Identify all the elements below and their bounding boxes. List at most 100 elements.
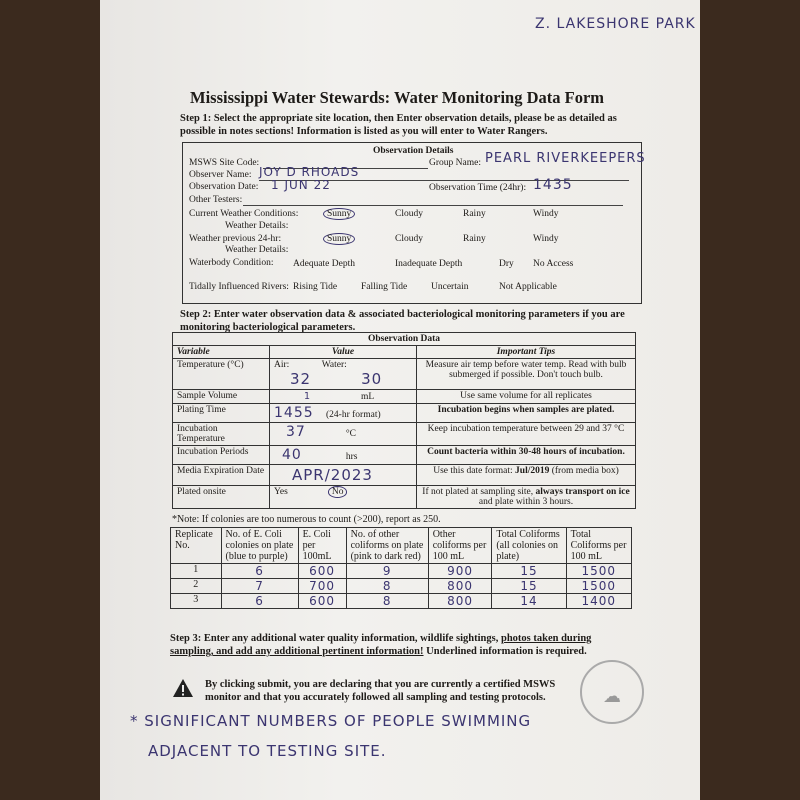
current-cloudy[interactable]: Cloudy bbox=[395, 209, 423, 219]
group-field[interactable]: PEARL RIVERKEEPERS bbox=[485, 151, 646, 166]
prev-cloudy[interactable]: Cloudy bbox=[395, 234, 423, 244]
data-cell[interactable]: 14 bbox=[491, 593, 567, 609]
data-cell[interactable]: 600 bbox=[297, 593, 347, 609]
date-label: Observation Date: bbox=[189, 182, 259, 192]
table-row: Temperature (°C) Air: Water: 32 30 Measure… bbox=[172, 358, 636, 390]
replicate-number: 3 bbox=[170, 593, 222, 609]
weather-details-label: Weather Details: bbox=[225, 221, 289, 231]
data-cell[interactable]: 8 bbox=[345, 593, 429, 609]
column-header: Replicate No. bbox=[170, 527, 222, 564]
tip: Use this date format: Jul/2019 (from med… bbox=[416, 464, 636, 486]
handwritten-note-line2: ADJACENT TO TESTING SITE. bbox=[148, 742, 387, 760]
data-cell[interactable]: 15 bbox=[491, 563, 567, 579]
form-page: Z. LAKESHORE PARK Mississippi Water Stew… bbox=[100, 0, 700, 800]
current-windy[interactable]: Windy bbox=[533, 209, 559, 219]
tidal-option[interactable]: Not Applicable bbox=[499, 282, 557, 292]
table-row: Incubation Periods 40 hrs Count bacteria wi… bbox=[172, 445, 636, 465]
data-cell[interactable]: 15 bbox=[491, 578, 567, 594]
current-rainy[interactable]: Rainy bbox=[463, 209, 486, 219]
column-header: No. of E. Coli colonies on plate (blue t… bbox=[220, 527, 299, 564]
time-label: Observation Time (24hr): bbox=[429, 183, 527, 193]
tip: If not plated at sampling site, always t… bbox=[416, 485, 636, 509]
table-row: Plated onsite Yes No If not plated at sampl… bbox=[172, 485, 636, 509]
handwritten-note-line1: * SIGNIFICANT NUMBERS OF PEOPLE SWIMMING bbox=[130, 712, 532, 730]
table-row: 2 7 700 8 800 15 1500 bbox=[170, 578, 633, 594]
value-cell[interactable]: APR/2023 bbox=[269, 464, 417, 486]
value-cell[interactable]: Air: Water: 32 30 bbox=[269, 358, 417, 390]
warning-text: By clicking submit, you are declaring th… bbox=[205, 679, 556, 703]
time-field[interactable]: 1435 bbox=[533, 177, 573, 193]
variable-label: Incubation Periods bbox=[172, 445, 270, 465]
weather-details-label: Weather Details: bbox=[225, 245, 289, 255]
tidal-option[interactable]: Rising Tide bbox=[293, 282, 338, 292]
observation-data-table: Observation Data Variable Value Important … bbox=[172, 332, 636, 509]
observer-field[interactable]: JOY D RHOADS bbox=[259, 165, 360, 179]
data-cell[interactable]: 8 bbox=[345, 578, 429, 594]
variable-label: Incubation Temperature bbox=[172, 422, 270, 446]
tip: Count bacteria within 30-48 hours of inc… bbox=[416, 445, 636, 465]
column-header: Total Coliforms (all colonies on plate) bbox=[491, 527, 567, 564]
section-heading: Observation Details bbox=[373, 146, 454, 156]
table-row: 1 6 600 9 900 15 1500 bbox=[170, 563, 633, 579]
step1-text: Step 1: Select the appropriate site loca… bbox=[180, 113, 617, 137]
other-testers-field[interactable] bbox=[243, 205, 623, 206]
tip: Keep incubation temperature between 29 a… bbox=[416, 422, 636, 446]
data-cell[interactable]: 1400 bbox=[565, 593, 633, 609]
waterbody-option[interactable]: Adequate Depth bbox=[293, 259, 355, 269]
tidal-label: Tidally Influenced Rivers: bbox=[189, 282, 289, 292]
tidal-option[interactable]: Uncertain bbox=[431, 282, 469, 292]
value-cell[interactable]: 1455 (24-hr format) bbox=[269, 403, 417, 423]
form-title: Mississippi Water Stewards: Water Monito… bbox=[190, 88, 605, 107]
stewards-seal-logo: ☁ bbox=[580, 660, 644, 724]
data-cell[interactable]: 800 bbox=[427, 593, 493, 609]
waterbody-option[interactable]: No Access bbox=[533, 259, 574, 269]
data-cell[interactable]: 6 bbox=[220, 563, 299, 579]
tip: Measure air temp before water temp. Read… bbox=[416, 358, 636, 390]
column-header: No. of other coliforms on plate (pink to… bbox=[345, 527, 429, 564]
data-cell[interactable]: 9 bbox=[345, 563, 429, 579]
date-field[interactable]: 1 JUN 22 bbox=[271, 178, 331, 192]
other-testers-label: Other Testers: bbox=[189, 195, 243, 205]
replicate-number: 2 bbox=[170, 578, 222, 594]
step3-text: Step 3: Enter any additional water quali… bbox=[170, 633, 592, 657]
prev-rainy[interactable]: Rainy bbox=[463, 234, 486, 244]
variable-label: Plating Time bbox=[172, 403, 270, 423]
value-cell[interactable]: 37 °C bbox=[269, 422, 417, 446]
observer-label: Observer Name: bbox=[189, 170, 252, 180]
data-cell[interactable]: 7 bbox=[220, 578, 299, 594]
variable-label: Plated onsite bbox=[172, 485, 270, 509]
prev-sunny[interactable]: Sunny bbox=[323, 233, 356, 245]
site-code-field[interactable] bbox=[263, 168, 428, 169]
step2-text: Step 2: Enter water observation data & a… bbox=[180, 309, 625, 333]
data-cell[interactable]: 1500 bbox=[565, 563, 633, 579]
waterbody-option[interactable]: Dry bbox=[499, 259, 514, 269]
table-row: 3 6 600 8 800 14 1400 bbox=[170, 593, 633, 609]
data-cell[interactable]: 600 bbox=[297, 563, 347, 579]
prev-weather-label: Weather previous 24-hr: bbox=[189, 234, 282, 244]
value-cell[interactable]: 1 mL bbox=[269, 389, 417, 404]
value-cell[interactable]: Yes No bbox=[269, 485, 417, 509]
variable-label: Sample Volume bbox=[172, 389, 270, 404]
col-header: Important Tips bbox=[416, 345, 636, 359]
column-header: E. Coli per 100mL bbox=[297, 527, 347, 564]
col-header: Value bbox=[269, 345, 417, 359]
tidal-option[interactable]: Falling Tide bbox=[361, 282, 408, 292]
data-cell[interactable]: 1500 bbox=[565, 578, 633, 594]
variable-label: Temperature (°C) bbox=[172, 358, 270, 390]
water-temp: 30 bbox=[361, 370, 383, 388]
column-header: Other coliforms per 100 mL bbox=[427, 527, 493, 564]
value-cell[interactable]: 40 hrs bbox=[269, 445, 417, 465]
prev-windy[interactable]: Windy bbox=[533, 234, 559, 244]
group-label: Group Name: bbox=[429, 158, 481, 168]
variable-label: Media Expiration Date bbox=[172, 464, 270, 486]
data-cell[interactable]: 900 bbox=[427, 563, 493, 579]
data-cell[interactable]: 6 bbox=[220, 593, 299, 609]
current-sunny[interactable]: Sunny bbox=[323, 208, 356, 220]
data-cell[interactable]: 700 bbox=[297, 578, 347, 594]
warning-icon bbox=[172, 678, 194, 703]
air-temp: 32 bbox=[290, 370, 312, 388]
data-cell[interactable]: 800 bbox=[427, 578, 493, 594]
current-weather-label: Current Weather Conditions: bbox=[189, 209, 299, 219]
waterbody-option[interactable]: Inadequate Depth bbox=[395, 259, 463, 269]
waterbody-label: Waterbody Condition: bbox=[189, 258, 274, 268]
